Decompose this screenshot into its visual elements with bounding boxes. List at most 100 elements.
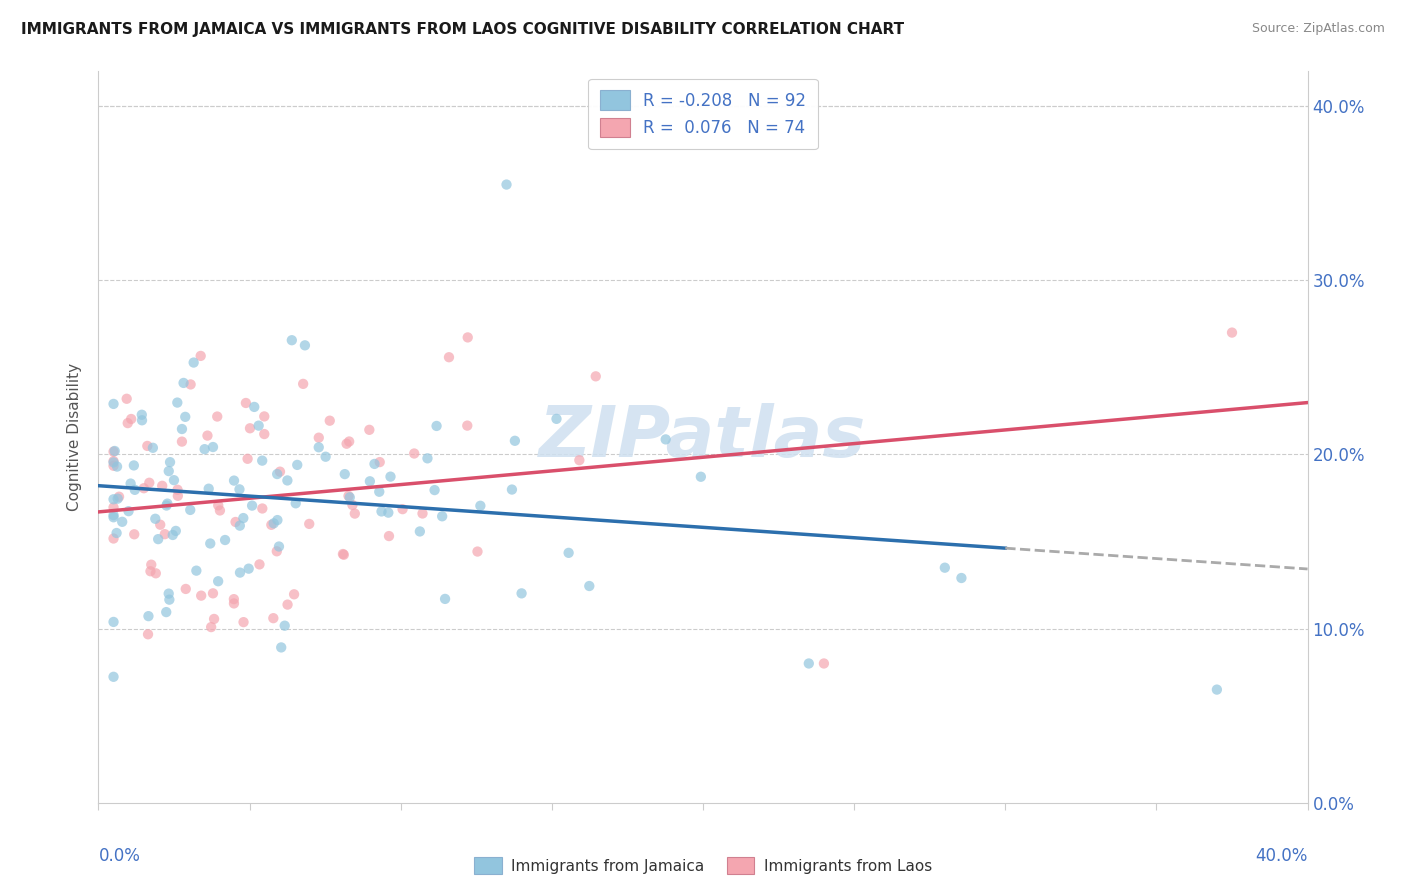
Point xyxy=(166,483,188,497)
Point xyxy=(380,469,402,483)
Point xyxy=(162,528,184,542)
Point xyxy=(122,527,145,541)
Point xyxy=(510,586,533,600)
Point xyxy=(270,640,292,655)
Point xyxy=(578,579,600,593)
Point xyxy=(229,566,252,580)
Point xyxy=(416,451,439,466)
Point xyxy=(146,532,169,546)
Point xyxy=(267,540,290,554)
Point xyxy=(495,178,517,192)
Point xyxy=(423,483,446,497)
Point xyxy=(319,414,342,428)
Point xyxy=(141,558,163,572)
Point xyxy=(391,502,413,516)
Point xyxy=(281,333,304,347)
Point xyxy=(159,455,181,469)
Point xyxy=(308,440,330,454)
Point xyxy=(124,483,146,497)
Point xyxy=(336,436,359,450)
Point xyxy=(252,501,274,516)
Point xyxy=(190,349,212,363)
Point xyxy=(117,416,139,430)
Point xyxy=(501,483,523,497)
Point xyxy=(103,455,125,469)
Text: 40.0%: 40.0% xyxy=(1256,847,1308,864)
Point xyxy=(298,516,321,531)
Point xyxy=(228,483,250,497)
Point xyxy=(253,409,276,424)
Point xyxy=(103,532,125,546)
Point xyxy=(654,433,676,447)
Point xyxy=(378,529,401,543)
Point xyxy=(277,598,299,612)
Point xyxy=(546,412,568,426)
Point xyxy=(249,558,271,572)
Point xyxy=(430,509,453,524)
Point xyxy=(153,527,176,541)
Point xyxy=(409,524,432,539)
Point xyxy=(253,427,276,442)
Point xyxy=(247,418,270,433)
Point xyxy=(557,546,579,560)
Point xyxy=(284,496,307,510)
Point xyxy=(111,515,134,529)
Point xyxy=(145,566,167,581)
Point xyxy=(337,434,360,449)
Point xyxy=(120,412,142,426)
Point xyxy=(689,469,711,483)
Point xyxy=(207,409,229,424)
Point xyxy=(232,511,254,525)
Point xyxy=(108,490,131,504)
Point xyxy=(236,451,259,466)
Point xyxy=(157,592,180,607)
Point xyxy=(240,499,263,513)
Point xyxy=(283,587,305,601)
Point xyxy=(359,475,381,489)
Point xyxy=(503,434,526,448)
Point xyxy=(276,474,298,488)
Point xyxy=(183,355,205,369)
Point xyxy=(222,474,245,488)
Point xyxy=(105,459,128,474)
Point xyxy=(131,413,153,427)
Point xyxy=(377,506,399,520)
Point xyxy=(194,442,217,457)
Point xyxy=(363,457,385,471)
Point xyxy=(813,657,835,671)
Point xyxy=(174,409,197,424)
Point xyxy=(315,450,337,464)
Point xyxy=(166,395,188,409)
Point xyxy=(170,434,193,449)
Point xyxy=(333,548,356,562)
Point xyxy=(470,499,492,513)
Point xyxy=(332,547,354,561)
Point xyxy=(950,571,973,585)
Point xyxy=(157,464,180,478)
Point xyxy=(117,504,139,518)
Point xyxy=(103,670,125,684)
Point xyxy=(155,499,177,513)
Point xyxy=(426,419,449,434)
Point xyxy=(339,491,361,505)
Point xyxy=(797,657,820,671)
Point xyxy=(214,533,236,547)
Point xyxy=(404,446,426,460)
Point xyxy=(103,454,125,468)
Point xyxy=(437,350,460,364)
Point xyxy=(166,489,188,503)
Point xyxy=(250,453,273,467)
Point xyxy=(585,369,607,384)
Point xyxy=(467,544,489,558)
Text: ZIPatlas: ZIPatlas xyxy=(540,402,866,472)
Point xyxy=(243,400,266,414)
Point xyxy=(103,615,125,629)
Point xyxy=(202,612,225,626)
Point xyxy=(138,609,160,624)
Point xyxy=(260,517,283,532)
Point xyxy=(266,467,288,481)
Point xyxy=(163,473,186,487)
Point xyxy=(333,467,356,482)
Point xyxy=(222,592,245,607)
Point xyxy=(136,627,159,641)
